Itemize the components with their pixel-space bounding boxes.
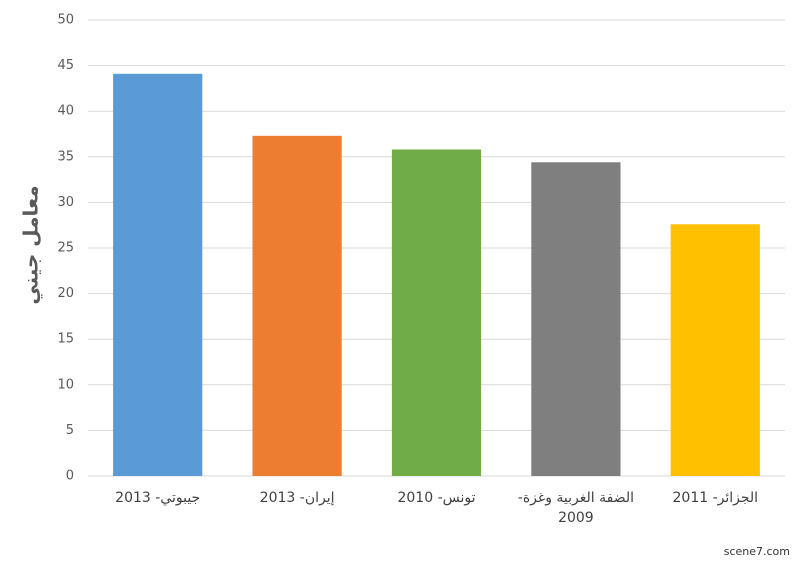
x-tick-label: جيبوتي- 2013	[115, 490, 201, 506]
y-tick-label: 0	[66, 469, 74, 484]
y-tick-label: 45	[57, 58, 74, 73]
bar	[531, 162, 621, 476]
y-axis-label: معامل جيني	[19, 185, 44, 304]
y-tick-label: 15	[57, 332, 74, 347]
y-tick-label: 5	[66, 423, 74, 438]
y-tick-label: 20	[57, 286, 74, 301]
y-tick-label: 35	[57, 149, 74, 164]
bar	[113, 73, 203, 477]
bar	[391, 149, 482, 476]
x-tick-label: الجزائر- 2011	[672, 490, 759, 506]
x-tick-label: تونس- 2010	[397, 490, 476, 506]
bar	[252, 135, 342, 476]
watermark: scene7.com	[724, 545, 790, 558]
x-tick-label: إيران- 2013	[259, 490, 335, 506]
bar	[670, 224, 760, 476]
y-tick-label: 40	[57, 104, 74, 119]
y-tick-label: 10	[57, 377, 74, 392]
x-tick-label: الضفة الغربية وغزة- 2009	[517, 490, 635, 526]
y-tick-label: 50	[57, 13, 74, 28]
y-tick-label: 25	[57, 241, 74, 256]
y-tick-label: 30	[57, 195, 74, 210]
